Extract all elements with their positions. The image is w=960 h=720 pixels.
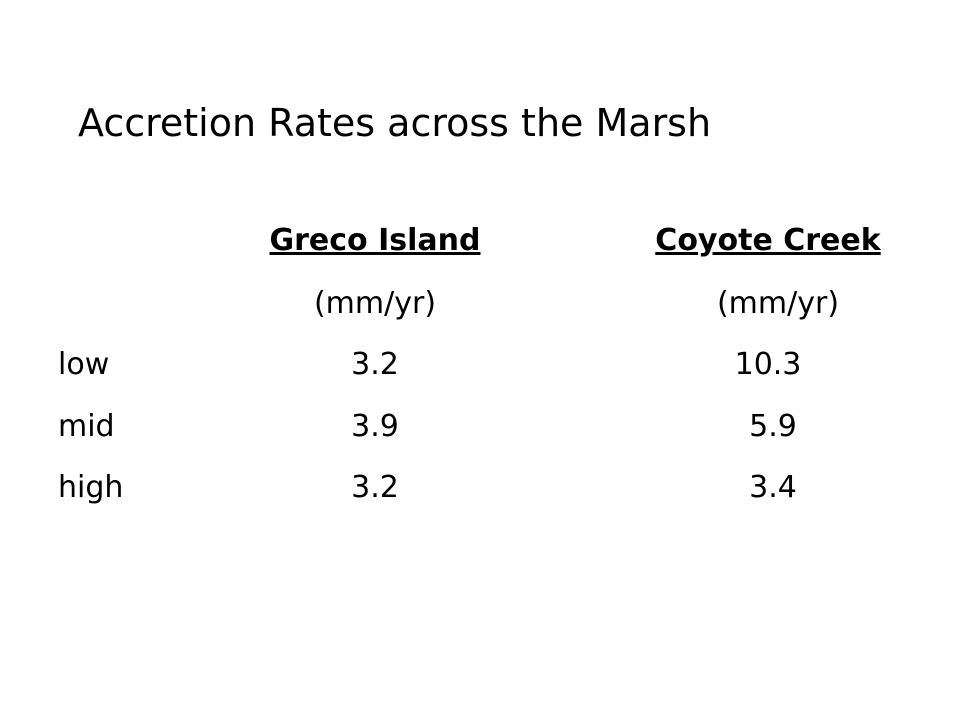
cell: 10.3 bbox=[734, 347, 802, 382]
column-header: Greco Island bbox=[269, 223, 481, 258]
column-header: Coyote Creek bbox=[655, 223, 881, 258]
cell: 3.4 bbox=[749, 470, 797, 505]
row-label: high bbox=[58, 470, 124, 505]
row-label: mid bbox=[58, 409, 115, 444]
column-unit: (mm/yr) bbox=[313, 286, 437, 321]
cell: 3.2 bbox=[351, 470, 399, 505]
cell: 3.9 bbox=[351, 409, 399, 444]
column-unit: (mm/yr) bbox=[716, 286, 840, 321]
cell: 3.2 bbox=[351, 347, 399, 382]
row-label: low bbox=[58, 347, 110, 382]
cell: 5.9 bbox=[749, 409, 797, 444]
slide-title: Accretion Rates across the Marsh bbox=[78, 101, 712, 145]
